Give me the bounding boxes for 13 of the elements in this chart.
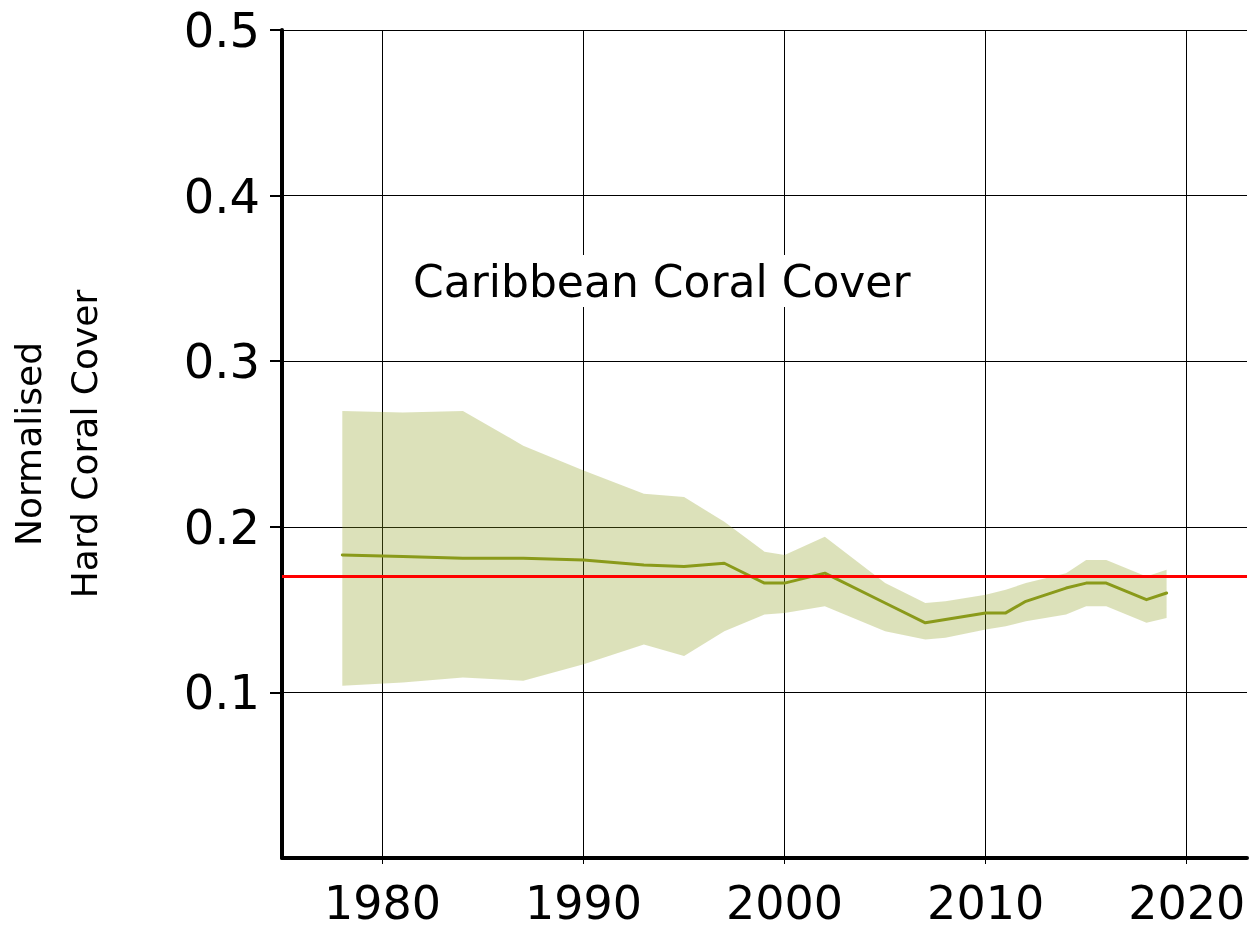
x-tick-label: 2020 xyxy=(1128,876,1246,930)
x-tick-label: 1990 xyxy=(525,876,643,930)
y-axis-title: Normalised Hard Coral Cover xyxy=(7,289,105,599)
text: Caribbean Coral Cover xyxy=(413,255,912,307)
y-tick-label: 0.1 xyxy=(183,664,260,721)
x-tick-label: 2000 xyxy=(726,876,844,930)
x-tick-label: 2010 xyxy=(927,876,1045,930)
y-tick-label: 0.4 xyxy=(183,167,260,224)
y-tick-label: 0.2 xyxy=(183,498,260,555)
y-tick-label: 0.5 xyxy=(183,2,260,58)
x-tick-label: 1980 xyxy=(323,876,442,930)
y-tick-label: 0.3 xyxy=(183,333,260,390)
line-series xyxy=(340,553,1169,625)
